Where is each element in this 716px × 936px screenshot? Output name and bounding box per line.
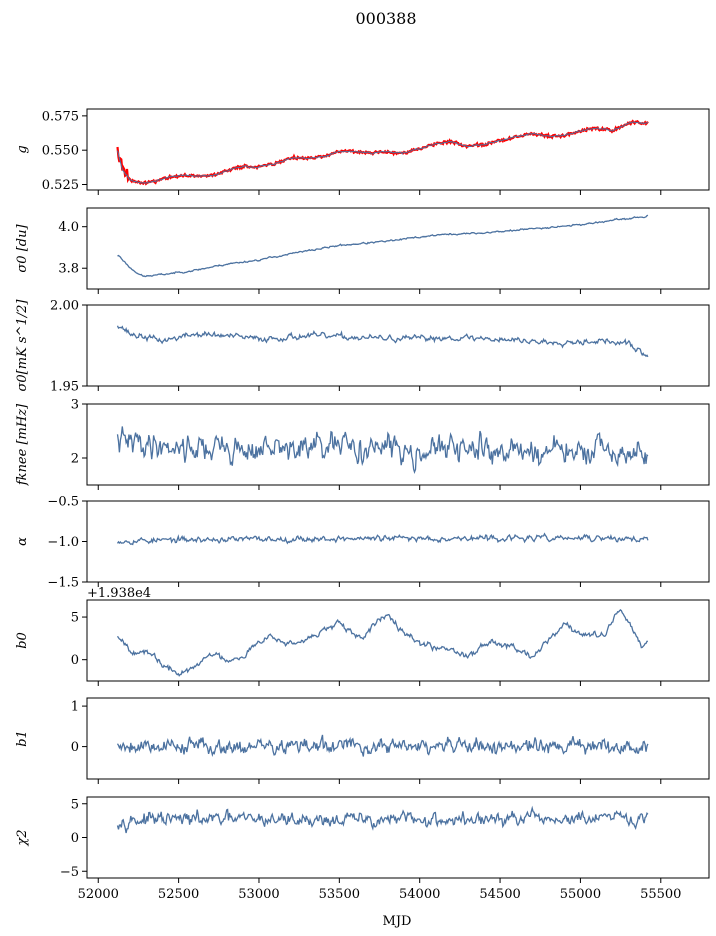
y-tick-label: 1 — [71, 700, 79, 715]
y-tick-label: 3 — [71, 398, 79, 413]
panel-2: 3.8 4.0 σ0 [du] — [15, 207, 710, 294]
x-tick-label: 55000 — [560, 887, 601, 902]
y-axis-label: b0 — [15, 632, 30, 649]
y-tick-label: 2.00 — [50, 299, 79, 314]
offset-text: +1.938e4 — [87, 586, 151, 601]
axes-frame — [86, 500, 710, 583]
panel-6: 0 5 +1.938e4 b0 — [15, 586, 710, 686]
x-tick-label: 53000 — [238, 887, 279, 902]
panel-7: 0 1 b1 — [15, 697, 710, 784]
series-line — [116, 734, 649, 758]
y-tick-label: 0 — [71, 653, 79, 668]
y-axis-label: b1 — [15, 730, 30, 747]
y-tick-label: −1.0 — [47, 535, 79, 550]
panel-4: 2 3 fknee [mHz] — [15, 398, 710, 490]
x-tick-label: 54500 — [479, 887, 520, 902]
y-tick-label: 0.525 — [42, 178, 79, 193]
chart-title: 000388 — [355, 9, 416, 28]
x-tick-label: 52000 — [78, 887, 119, 902]
g-measured-series — [116, 119, 649, 186]
y-axis-label: g — [15, 145, 30, 153]
axes-frame — [86, 697, 710, 780]
panel-1: 0.525 0.550 0.575 g — [15, 108, 710, 195]
y-tick-label: 5 — [71, 611, 79, 626]
y-tick-label: −0.5 — [47, 495, 79, 510]
y-axis-label: α — [15, 537, 30, 546]
x-tick-label: 53500 — [319, 887, 360, 902]
y-tick-label: 5 — [71, 797, 79, 812]
series-line — [117, 121, 649, 184]
panel-5: −1.5 −1.0 −0.5 α — [15, 495, 710, 591]
x-axis-label: MJD — [383, 914, 412, 929]
series-line — [116, 532, 649, 546]
x-tick-label: 55500 — [640, 887, 681, 902]
y-axis-label: fknee [mHz] — [15, 403, 30, 486]
axes-frame — [86, 207, 710, 290]
y-tick-label: 2 — [71, 452, 79, 467]
y-tick-label: 0.550 — [42, 144, 79, 159]
series-line — [116, 426, 649, 474]
y-tick-label: −1.5 — [47, 576, 79, 591]
series-line — [117, 214, 649, 278]
axes-frame — [86, 599, 710, 682]
y-tick-label: 3.8 — [58, 262, 79, 277]
y-axis-label: σ0 [du] — [15, 224, 30, 273]
y-tick-label: 0.575 — [42, 109, 79, 124]
axes-frame — [86, 403, 710, 486]
y-tick-label: 0 — [71, 740, 79, 755]
y-tick-label: 1.95 — [50, 380, 79, 395]
x-tick-label: 54000 — [399, 887, 440, 902]
series-line — [116, 805, 649, 834]
y-tick-label: −5 — [60, 865, 79, 880]
x-tick-label: 52500 — [158, 887, 199, 902]
y-axis-label: χ2 — [15, 829, 30, 846]
series-line — [116, 325, 649, 358]
panel-3: 1.95 2.00 σ0[mK s^1/2] — [15, 299, 710, 395]
axes-frame — [86, 304, 710, 387]
y-axis-label: σ0[mK s^1/2] — [15, 299, 30, 392]
panel-8: −5 0 5 52000 52500 53000 53500 54000 54500 55000 5… — [15, 796, 710, 902]
axes-frame — [86, 796, 710, 879]
panels: 0.525 0.550 0.575 g 3.8 4.0 σ0 [du] 1.95 2.00 σ0[… — [15, 108, 710, 902]
series-line — [116, 609, 648, 677]
y-tick-label: 0 — [71, 831, 79, 846]
axes-frame — [86, 108, 710, 191]
y-tick-label: 4.0 — [58, 220, 79, 235]
